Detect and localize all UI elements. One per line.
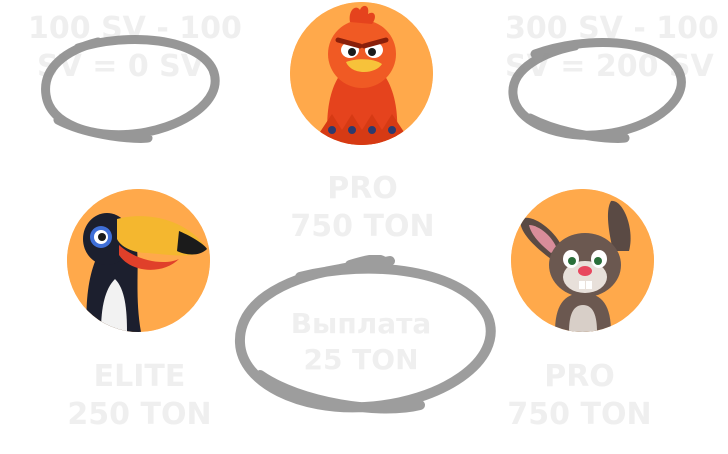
bunny-avatar: [511, 189, 654, 332]
red-bird-icon: [290, 2, 433, 145]
top-right-calculation: 300 SV - 100 SV = 200 SV: [505, 10, 719, 87]
center-top-level-label: PRO 750 TON: [285, 170, 440, 247]
right-level-name: PRO: [544, 359, 615, 394]
top-left-line2: SV = 0 SV: [37, 49, 204, 85]
toucan-avatar: [67, 189, 210, 332]
right-level-amount: 750 TON: [507, 397, 652, 433]
right-level-label: PRO 750 TON: [502, 358, 657, 435]
center-top-level-name: PRO: [327, 171, 398, 206]
left-level-amount: 250 TON: [67, 397, 212, 433]
top-right-line2: SV = 200 SV: [505, 49, 714, 85]
payout-label: Выплата 25 TON: [272, 306, 450, 378]
payout-title: Выплата: [290, 307, 432, 340]
bunny-icon: [511, 189, 654, 332]
top-left-calculation: 100 SV - 100 SV = 0 SV: [28, 10, 242, 87]
payout-amount: 25 TON: [303, 342, 419, 376]
top-left-line1: 100 SV - 100: [28, 11, 242, 46]
top-right-line1: 300 SV - 100: [505, 11, 719, 46]
red-bird-avatar: [290, 2, 433, 145]
center-top-level-amount: 750 TON: [290, 209, 435, 245]
toucan-icon: [67, 189, 210, 332]
left-level-label: ELITE 250 TON: [62, 358, 217, 435]
left-level-name: ELITE: [93, 359, 186, 394]
